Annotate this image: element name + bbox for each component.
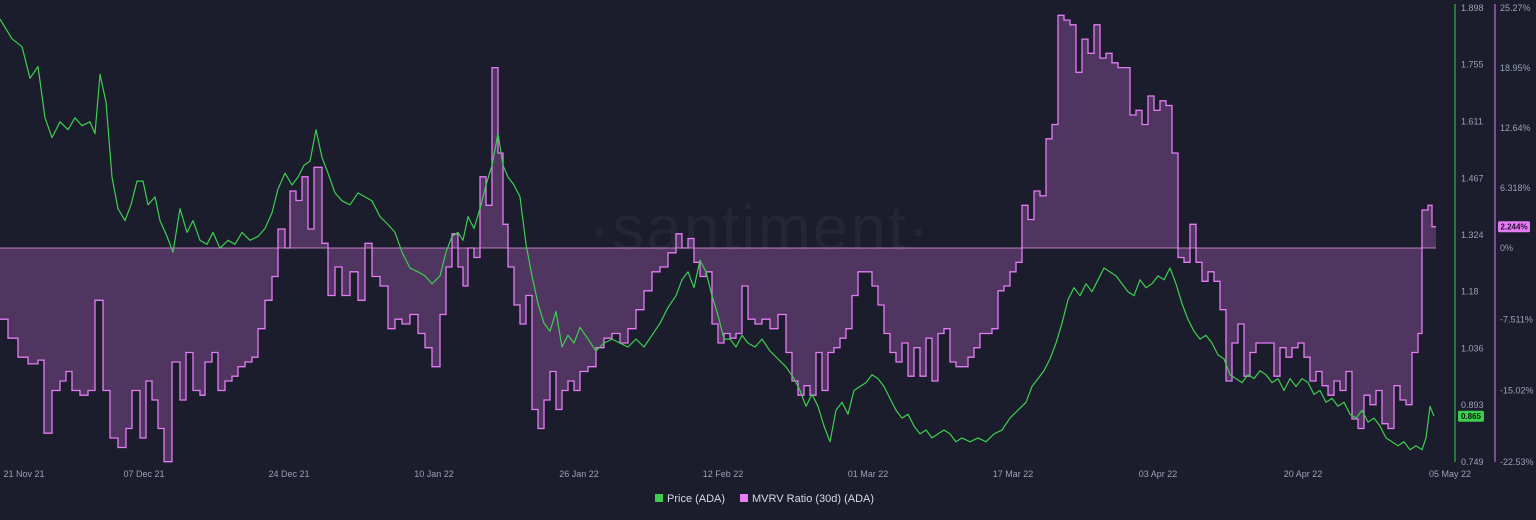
mvrv-current-badge: 2.244%	[1498, 221, 1530, 232]
price-tick-label: 1.467	[1461, 173, 1484, 183]
x-tick-label: 17 Mar 22	[993, 469, 1034, 479]
x-tick-label: 03 Apr 22	[1139, 469, 1178, 479]
price-tick-label: 0.893	[1461, 400, 1484, 410]
price-current-value: 0.865	[1461, 412, 1482, 421]
price-tick-label: 0.749	[1461, 457, 1484, 467]
x-tick-label: 24 Dec 21	[268, 469, 309, 479]
price-tick-label: 1.898	[1461, 3, 1484, 13]
mvrv-current-value: 2.244%	[1500, 223, 1527, 232]
mvrv-tick-label: 25.27%	[1500, 3, 1531, 13]
mvrv-tick-label: -22.53%	[1500, 457, 1534, 467]
x-tick-label: 20 Apr 22	[1284, 469, 1323, 479]
mvrv-tick-label: 0%	[1500, 243, 1513, 253]
price-tick-label: 1.755	[1461, 60, 1484, 70]
price-current-badge: 0.865	[1458, 411, 1484, 422]
x-tick-label: 12 Feb 22	[703, 469, 744, 479]
mvrv-tick-label: -7.511%	[1500, 314, 1533, 324]
x-tick-label: 05 May 22	[1429, 469, 1471, 479]
price-tick-label: 1.611	[1461, 116, 1483, 126]
mvrv-tick-label: 12.64%	[1500, 123, 1531, 133]
price-tick-label: 1.036	[1461, 344, 1484, 354]
x-tick-label: 26 Jan 22	[559, 469, 599, 479]
price-tick-label: 1.18	[1461, 287, 1479, 297]
legend-item-mvrv[interactable]: MVRV Ratio (30d) (ADA)	[740, 493, 874, 505]
x-tick-label: 21 Nov 21	[3, 469, 44, 479]
x-tick-label: 10 Jan 22	[414, 469, 454, 479]
mvrv-tick-label: -15.02%	[1500, 386, 1534, 396]
legend[interactable]: Price (ADA) MVRV Ratio (30d) (ADA)	[655, 493, 874, 505]
legend-label: MVRV Ratio (30d) (ADA)	[752, 493, 874, 505]
x-tick-label: 07 Dec 21	[123, 469, 164, 479]
legend-swatch	[740, 494, 748, 502]
legend-label: Price (ADA)	[667, 493, 725, 505]
price-tick-label: 1.324	[1461, 230, 1484, 240]
mvrv-tick-label: 18.95%	[1500, 63, 1531, 73]
x-tick-label: 01 Mar 22	[848, 469, 889, 479]
legend-swatch	[655, 494, 663, 502]
mvrv-tick-label: 6.318%	[1500, 183, 1531, 193]
